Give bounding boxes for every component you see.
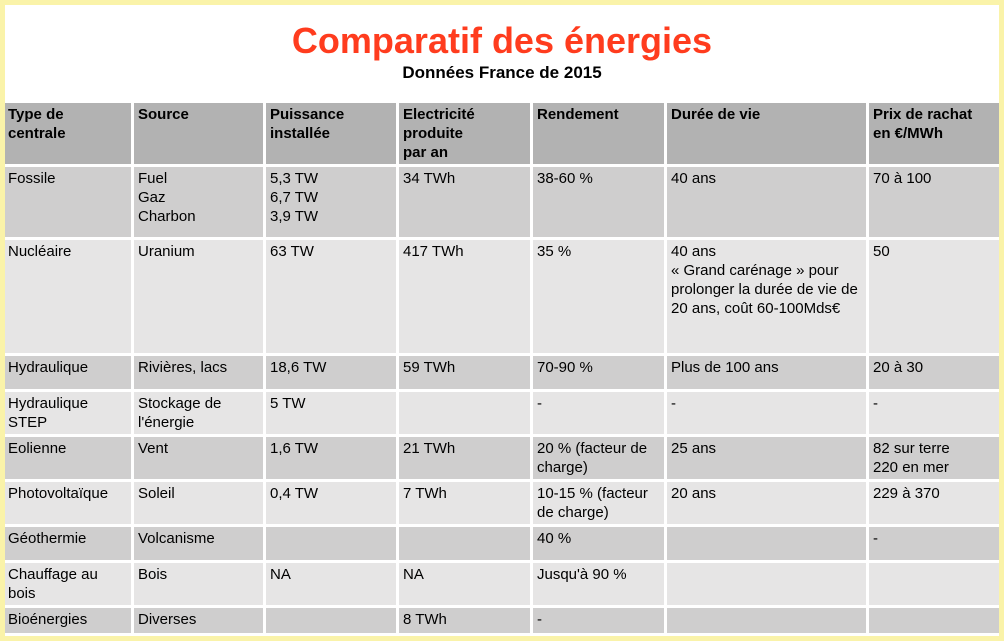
- table-cell: 1,6 TW: [266, 437, 396, 479]
- energy-comparison-table: Type de centrale Source Puissance installé…: [4, 100, 1000, 641]
- table-cell: Vent: [134, 437, 263, 479]
- table-header-cell: Source: [134, 103, 263, 164]
- table-cell: [4, 636, 131, 641]
- table-header-cell: Prix de rachat en €/MWh: [869, 103, 999, 164]
- table-cell: -: [533, 392, 664, 434]
- table-cell: 229 à 370: [869, 482, 999, 524]
- table-cell: [399, 527, 530, 560]
- table-cell: 8 TWh: [399, 608, 530, 633]
- table-cell: Hydraulique: [5, 356, 131, 389]
- table-cell: 20 à 30: [869, 356, 999, 389]
- table-cell: Hydraulique STEP: [5, 392, 131, 434]
- table-row: [4, 636, 1000, 641]
- table-cell: [667, 527, 866, 560]
- table-cell: Jusqu'à 90 %: [533, 563, 664, 605]
- table-body: Fossile Fuel Gaz Charbon 5,3 TW 6,7 TW 3,9…: [4, 167, 1000, 641]
- table-cell: 50: [869, 240, 999, 353]
- table-cell: [869, 563, 999, 605]
- table-cell: 70 à 100: [869, 167, 999, 237]
- table-cell: 35 %: [533, 240, 664, 353]
- table-row: Bioénergies Diverses 8 TWh -: [5, 608, 999, 633]
- table-cell: [266, 636, 396, 641]
- table-cell: [134, 636, 263, 641]
- table-cell: 10-15 % (facteur de charge): [533, 482, 664, 524]
- table-cell: 40 ans « Grand carénage » pour prolonger…: [667, 240, 866, 353]
- table-cell: Bois: [134, 563, 263, 605]
- table-cell: [667, 608, 866, 633]
- table-cell: [266, 527, 396, 560]
- table-header-cell: Durée de vie: [667, 103, 866, 164]
- table-cell: [869, 636, 1000, 641]
- table-cell: Nucléaire: [5, 240, 131, 353]
- table-cell: 20 ans: [667, 482, 866, 524]
- table-cell: Volcanisme: [134, 527, 263, 560]
- table-cell: 417 TWh: [399, 240, 530, 353]
- table-header-row: Type de centrale Source Puissance installé…: [5, 103, 999, 164]
- table-cell: 34 TWh: [399, 167, 530, 237]
- table-cell: [533, 636, 664, 641]
- table-cell: [399, 636, 530, 641]
- table-cell: 5,3 TW 6,7 TW 3,9 TW: [266, 167, 396, 237]
- table-cell: 21 TWh: [399, 437, 530, 479]
- table-cell: [266, 608, 396, 633]
- table-cell: Eolienne: [5, 437, 131, 479]
- table-cell: Stockage de l'énergie: [134, 392, 263, 434]
- table-cell: 70-90 %: [533, 356, 664, 389]
- table-cell: [667, 636, 866, 641]
- table-cell: 0,4 TW: [266, 482, 396, 524]
- table-cell: Bioénergies: [5, 608, 131, 633]
- table-row: Fossile Fuel Gaz Charbon 5,3 TW 6,7 TW 3,9…: [5, 167, 999, 237]
- table-row: Hydraulique STEP Stockage de l'énergie 5 T…: [5, 392, 999, 434]
- table-cell: 18,6 TW: [266, 356, 396, 389]
- table-cell: 59 TWh: [399, 356, 530, 389]
- table-cell: Fuel Gaz Charbon: [134, 167, 263, 237]
- table-cell: Soleil: [134, 482, 263, 524]
- table-cell: 25 ans: [667, 437, 866, 479]
- page-title: Comparatif des énergies: [291, 20, 713, 61]
- table-cell: 40 %: [533, 527, 664, 560]
- table-cell: -: [869, 527, 999, 560]
- table-cell: Chauffage au bois: [5, 563, 131, 605]
- table-header-cell: Rendement: [533, 103, 664, 164]
- table-cell: 20 % (facteur de charge): [533, 437, 664, 479]
- table-cell: Uranium: [134, 240, 263, 353]
- table-cell: 40 ans: [667, 167, 866, 237]
- table-cell: [869, 608, 999, 633]
- table-cell: 7 TWh: [399, 482, 530, 524]
- table-header-cell: Electricité produite par an: [399, 103, 530, 164]
- table-cell: NA: [266, 563, 396, 605]
- table-cell: Rivières, lacs: [134, 356, 263, 389]
- table-header-cell: Type de centrale: [5, 103, 131, 164]
- table-row: Chauffage au bois Bois NA NA Jusqu'à 90 %: [5, 563, 999, 605]
- table-row: Nucléaire Uranium 63 TW 417 TWh 35 % 40 ans «…: [5, 240, 999, 353]
- page-subtitle: Données France de 2015: [402, 63, 602, 82]
- table-cell: [399, 392, 530, 434]
- table-cell: Géothermie: [5, 527, 131, 560]
- table-cell: 38-60 %: [533, 167, 664, 237]
- table-cell: -: [533, 608, 664, 633]
- table-row: Hydraulique Rivières, lacs 18,6 TW 59 TWh 70…: [5, 356, 999, 389]
- table-cell: Diverses: [134, 608, 263, 633]
- table-cell: Photovoltaïque: [5, 482, 131, 524]
- table-row: Géothermie Volcanisme 40 % -: [5, 527, 999, 560]
- table-cell: 63 TW: [266, 240, 396, 353]
- table-cell: Fossile: [5, 167, 131, 237]
- table-cell: 5 TW: [266, 392, 396, 434]
- title-block: Comparatif des énergies Données France d…: [5, 21, 999, 83]
- table-cell: -: [667, 392, 866, 434]
- table-cell: [667, 563, 866, 605]
- table-cell: 82 sur terre 220 en mer: [869, 437, 999, 479]
- table-cell: NA: [399, 563, 530, 605]
- table-row: Photovoltaïque Soleil 0,4 TW 7 TWh 10-15 % (…: [5, 482, 999, 524]
- table-cell: -: [869, 392, 999, 434]
- table-cell: Plus de 100 ans: [667, 356, 866, 389]
- table-row: Eolienne Vent 1,6 TW 21 TWh 20 % (facteur de…: [5, 437, 999, 479]
- table-header-cell: Puissance installée: [266, 103, 396, 164]
